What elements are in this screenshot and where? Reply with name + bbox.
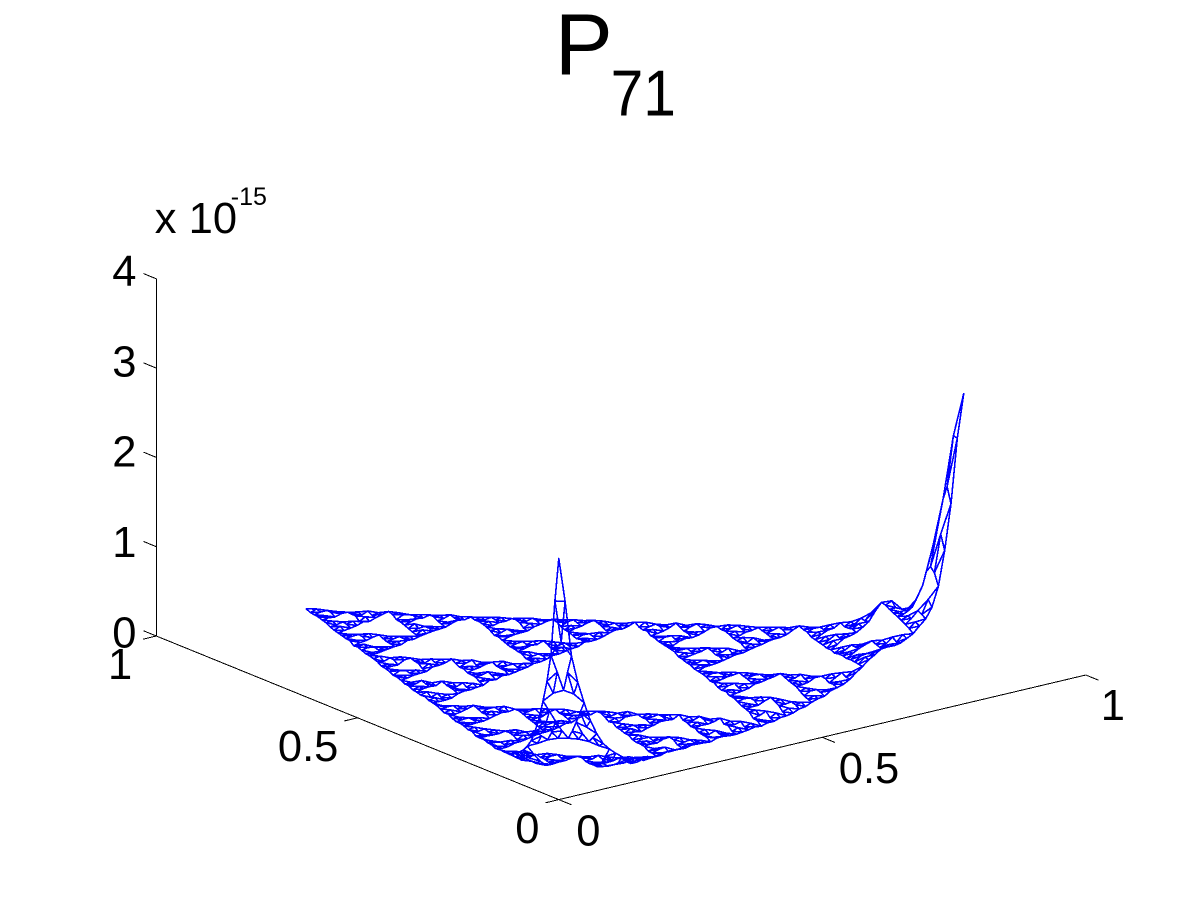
svg-text:2: 2 (112, 429, 136, 477)
svg-text:1: 1 (108, 641, 132, 689)
svg-text:1: 1 (112, 519, 136, 567)
svg-text:x 10: x 10 (155, 195, 237, 243)
svg-text:71: 71 (611, 57, 676, 130)
svg-text:-15: -15 (231, 183, 267, 211)
svg-text:P: P (555, 0, 613, 93)
svg-text:0: 0 (576, 808, 600, 856)
svg-text:0: 0 (112, 610, 136, 658)
svg-text:3: 3 (112, 338, 136, 386)
svg-text:0.5: 0.5 (278, 723, 338, 771)
svg-text:1: 1 (1101, 682, 1125, 730)
svg-text:0: 0 (515, 805, 539, 853)
svg-text:0.5: 0.5 (839, 745, 899, 793)
svg-text:4: 4 (112, 248, 136, 296)
